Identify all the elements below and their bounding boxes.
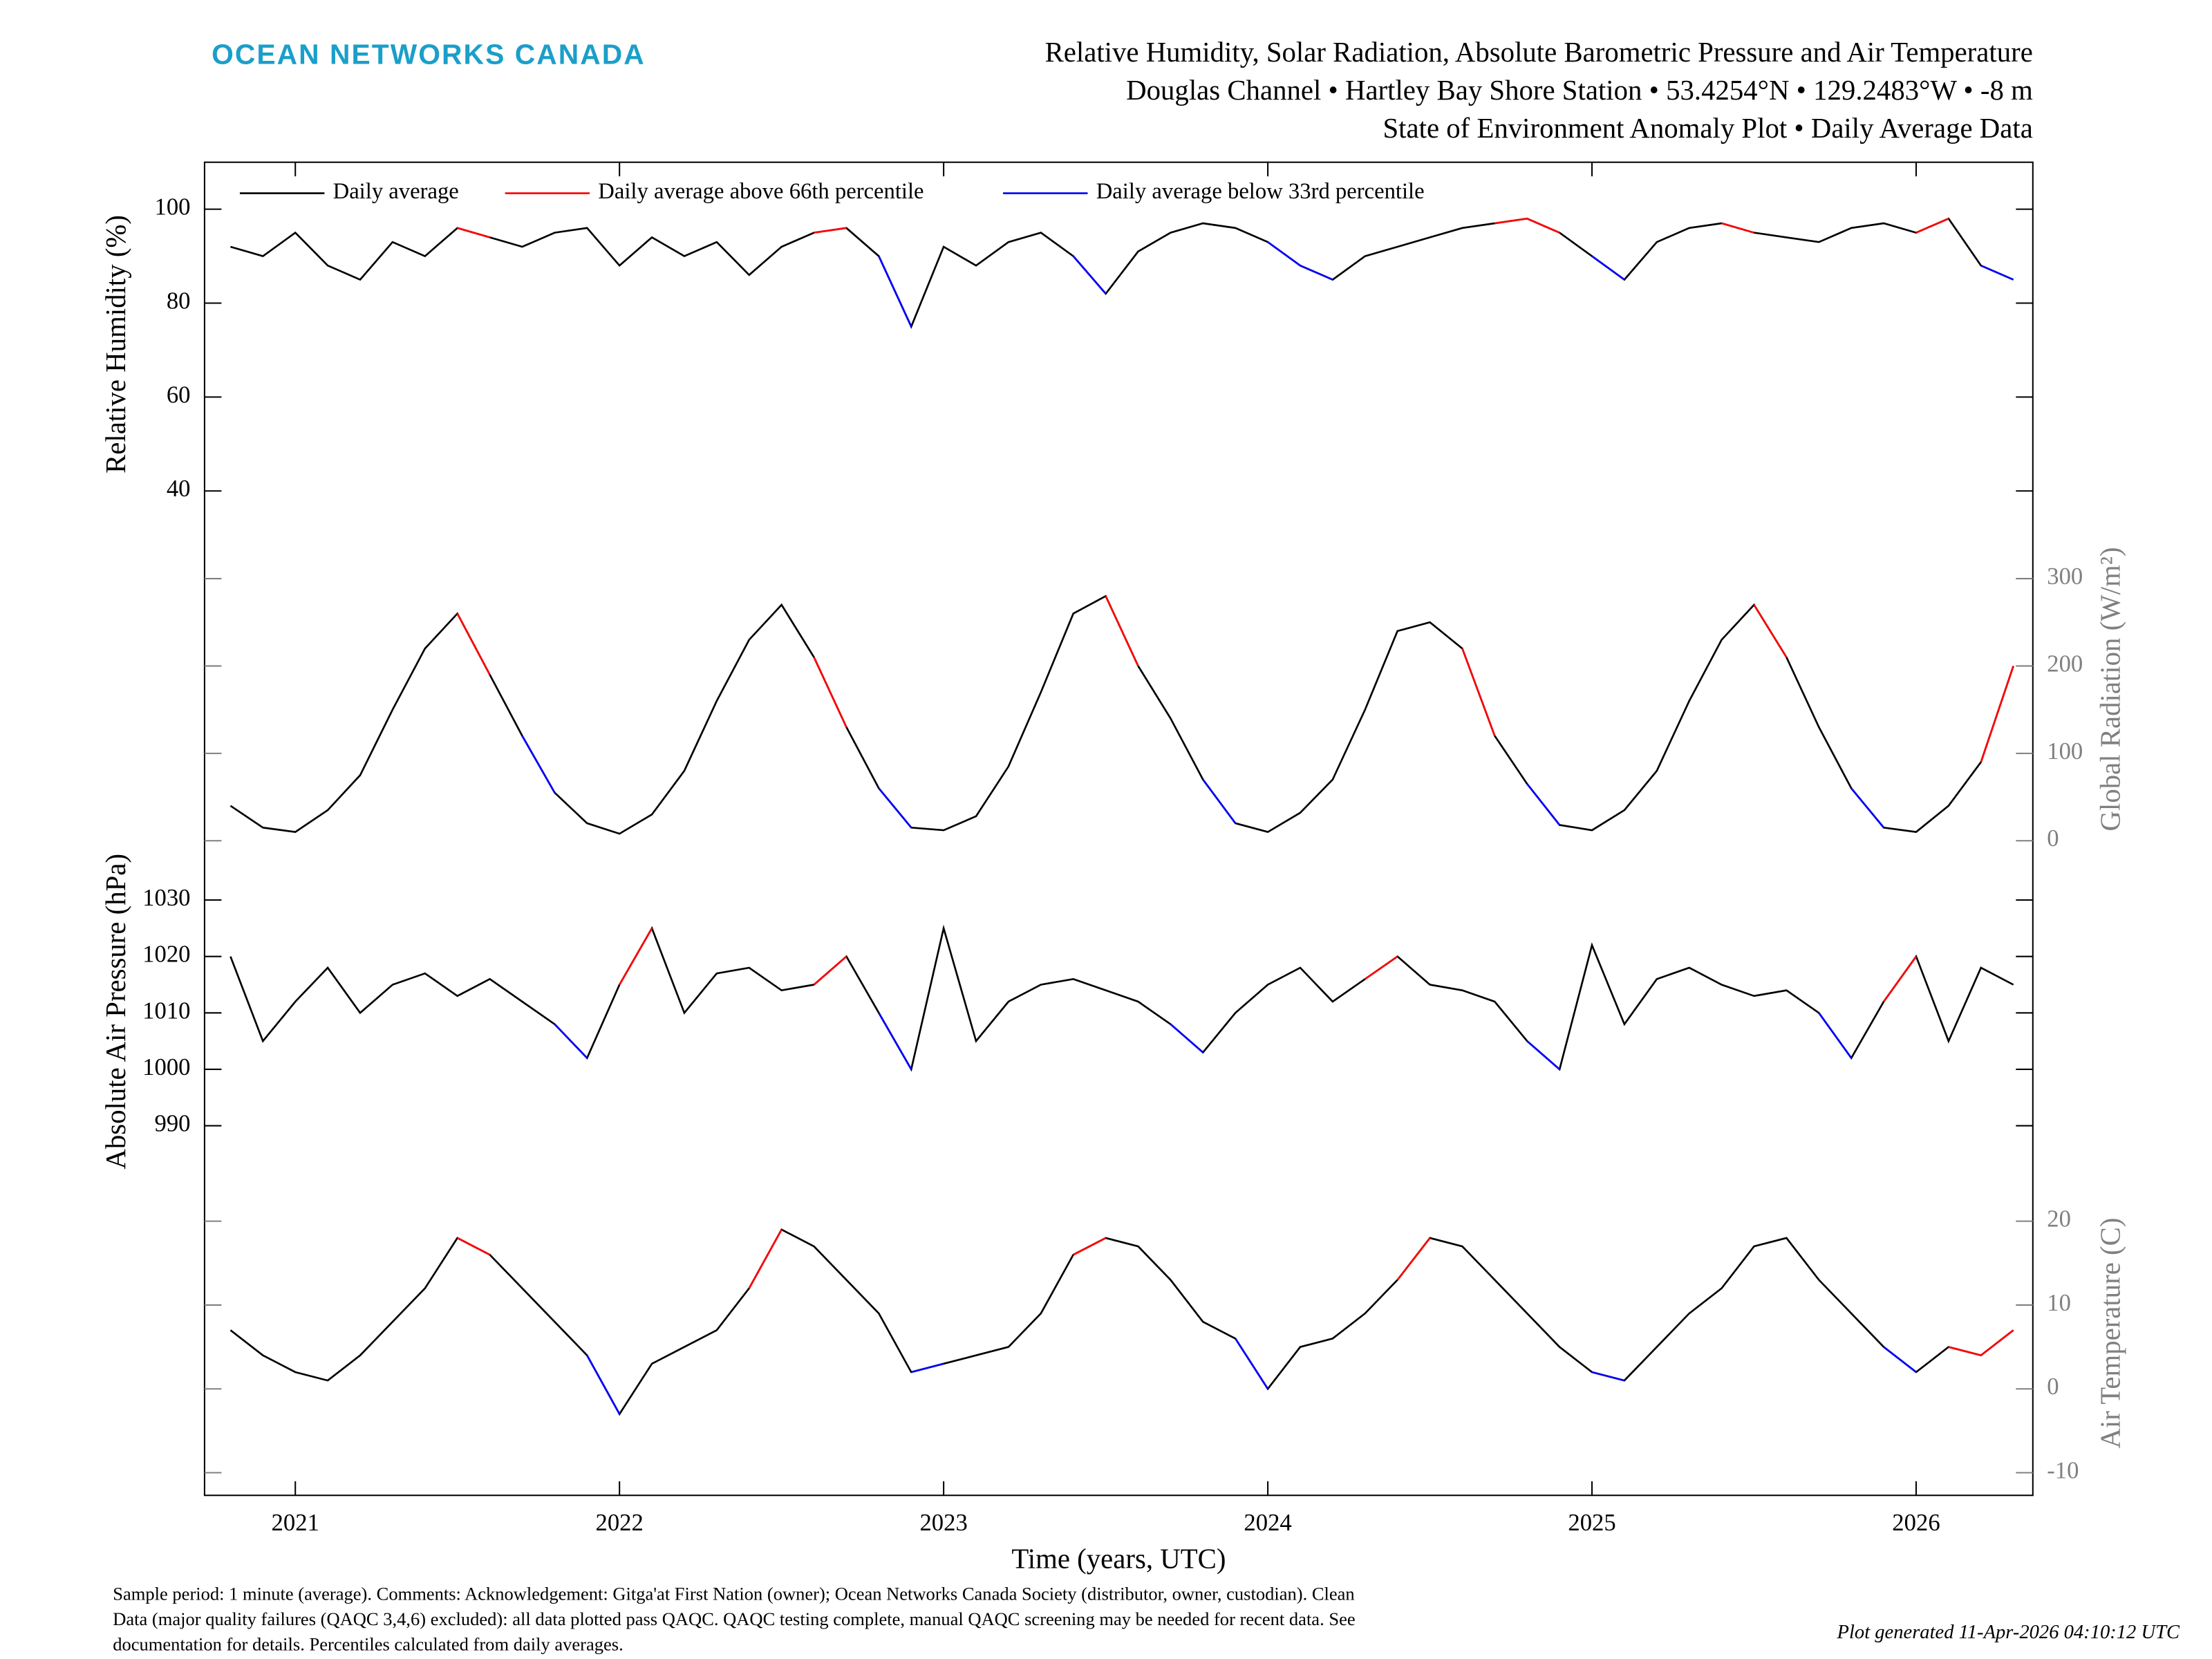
y-tick-label: 1030: [142, 884, 190, 911]
x-tick-label: 2024: [1244, 1509, 1291, 1536]
y-tick-label: 990: [154, 1110, 190, 1137]
data-line: [586, 1338, 1917, 1415]
x-tick-label: 2021: [272, 1509, 319, 1536]
legend-label: Daily average: [333, 179, 459, 204]
y-axis-label: Relative Humidity (%): [100, 215, 131, 474]
y-axis-label: Global Radiation (W/m²): [2095, 547, 2126, 831]
logo: OCEAN NETWORKS CANADA: [212, 38, 646, 70]
subtitle: Douglas Channel • Hartley Bay Shore Stat…: [1126, 75, 2033, 106]
data-line: [229, 1228, 2014, 1416]
x-tick-label: 2026: [1892, 1509, 1940, 1536]
generated-note: Plot generated 11-Apr-2026 04:10:12 UTC: [1837, 1622, 2180, 1643]
y-tick-label: 0: [2047, 1373, 2059, 1400]
footnote: Sample period: 1 minute (average). Comme…: [113, 1583, 1354, 1604]
y-tick-label: -10: [2047, 1456, 2079, 1483]
y-tick-label: 60: [167, 381, 191, 408]
y-tick-label: 1020: [142, 941, 190, 968]
y-tick-label: 20: [2047, 1206, 2071, 1232]
data-line: [554, 1012, 1853, 1070]
data-line: [230, 217, 2014, 329]
data-line: [521, 735, 1885, 829]
y-tick-label: 1000: [142, 1053, 190, 1080]
y-axis-label: Air Temperature (C): [2095, 1218, 2126, 1449]
y-tick-label: 100: [2047, 738, 2083, 765]
footnote: Data (major quality failures (QAQC 3,4,6…: [113, 1609, 1355, 1629]
legend-label: Daily average below 33rd percentile: [1096, 179, 1425, 204]
plot-frame: [203, 161, 2034, 1497]
x-tick-label: 2023: [919, 1509, 967, 1536]
title: Relative Humidity, Solar Radiation, Abso…: [1045, 37, 2033, 68]
legend-label: Daily average above 66th percentile: [598, 179, 924, 204]
subtitle: State of Environment Anomaly Plot • Dail…: [1382, 113, 2032, 144]
data-line: [456, 595, 2014, 762]
y-axis-label: Absolute Air Pressure (hPa): [100, 854, 131, 1170]
y-tick-label: 0: [2047, 825, 2059, 852]
y-tick-label: 300: [2047, 563, 2083, 590]
x-axis-label: Time (years, UTC): [1011, 1544, 1226, 1575]
y-tick-label: 1010: [142, 997, 190, 1024]
y-tick-label: 40: [167, 475, 191, 502]
data-line: [619, 928, 1918, 1002]
y-tick-label: 10: [2047, 1289, 2071, 1316]
y-tick-label: 100: [154, 194, 190, 221]
footnote: documentation for details. Percentiles c…: [113, 1634, 623, 1655]
data-line: [229, 924, 2014, 1072]
x-tick-label: 2022: [595, 1509, 643, 1536]
y-tick-label: 80: [167, 287, 191, 314]
y-tick-label: 200: [2047, 650, 2083, 677]
data-line: [457, 1229, 2014, 1357]
x-tick-label: 2025: [1568, 1509, 1615, 1536]
data-line: [878, 241, 2014, 328]
data-line: [457, 217, 1949, 238]
